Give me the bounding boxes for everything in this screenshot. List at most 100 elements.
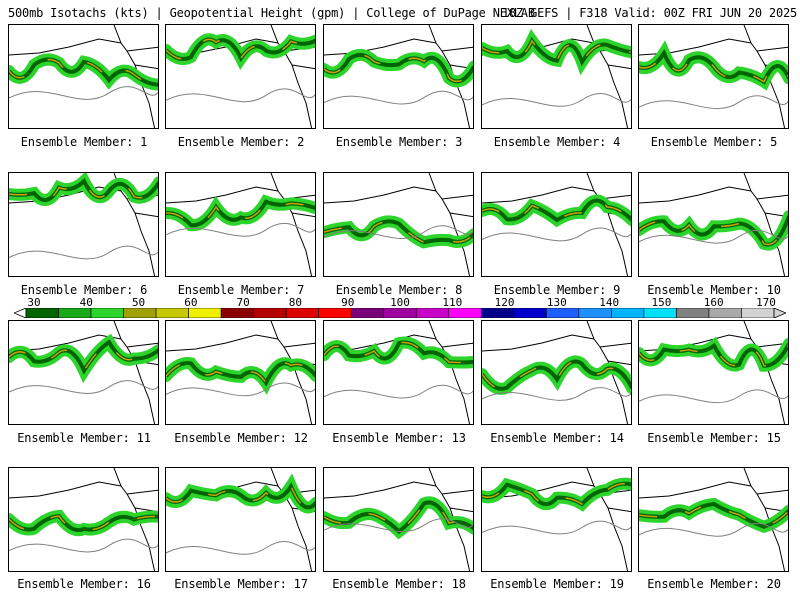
colorbar-label: 150 bbox=[651, 296, 672, 309]
coastline-borders bbox=[324, 468, 473, 571]
colorbar-swatch bbox=[188, 308, 222, 318]
ensemble-member-map bbox=[323, 467, 474, 572]
height-contour bbox=[639, 389, 788, 404]
ensemble-member-caption: Ensemble Member: 4 bbox=[493, 135, 621, 149]
ensemble-member-caption: Ensemble Member: 10 bbox=[647, 283, 781, 297]
ensemble-member-map bbox=[8, 467, 159, 572]
isotach-colorbar: 30 40 50 60 70 80 90 100 110 120 130 140 150 160 170 bbox=[14, 296, 786, 322]
coastline-borders bbox=[639, 173, 788, 276]
colorbar-swatch bbox=[318, 308, 352, 318]
colorbar-swatch bbox=[448, 308, 482, 318]
coastline-borders bbox=[324, 25, 473, 128]
colorbar-labels: 30 40 50 60 70 80 90 100 110 120 130 140 150 160 170 bbox=[14, 296, 786, 310]
coastline-borders bbox=[166, 173, 315, 276]
height-contour bbox=[324, 225, 473, 240]
isotach-core bbox=[639, 502, 788, 529]
height-contour bbox=[639, 229, 788, 244]
colorbar-swatch bbox=[25, 308, 59, 318]
coastline-borders bbox=[324, 173, 473, 276]
height-contour bbox=[9, 380, 158, 394]
colorbar-swatch bbox=[58, 308, 92, 318]
height-contour bbox=[9, 86, 158, 100]
colorbar-label: 90 bbox=[341, 296, 355, 309]
colorbar-swatch bbox=[123, 308, 157, 318]
colorbar-label: 60 bbox=[184, 296, 198, 309]
coastline-borders bbox=[324, 321, 473, 424]
colorbar-swatch bbox=[741, 308, 775, 318]
height-contour bbox=[639, 523, 788, 537]
ensemble-member-caption: Ensemble Member: 3 bbox=[335, 135, 463, 149]
ensemble-member-caption: Ensemble Member: 19 bbox=[490, 577, 624, 591]
coastline-borders bbox=[482, 321, 631, 424]
colorbar-swatch bbox=[155, 308, 189, 318]
colorbar-label: 70 bbox=[236, 296, 250, 309]
coastline-borders bbox=[639, 321, 788, 424]
ensemble-member-caption: Ensemble Member: 18 bbox=[332, 577, 466, 591]
ensemble-member-map bbox=[638, 320, 789, 425]
ensemble-member-caption: Ensemble Member: 11 bbox=[17, 431, 151, 445]
ensemble-member-caption: Ensemble Member: 1 bbox=[20, 135, 148, 149]
run-valid-time: 18Z GEFS | F318 Valid: 00Z FRI JUN 20 20… bbox=[502, 6, 798, 20]
isotach-maximum bbox=[166, 200, 315, 226]
colorbar-label: 30 bbox=[27, 296, 41, 309]
isotach-core bbox=[482, 36, 631, 67]
product-title: 500mb Isotachs (kts) | Geopotential Heig… bbox=[8, 6, 535, 20]
ensemble-member-caption: Ensemble Member: 16 bbox=[17, 577, 151, 591]
height-contour bbox=[324, 384, 473, 399]
height-contour bbox=[166, 223, 315, 237]
height-contour bbox=[482, 227, 631, 242]
isotach-core bbox=[9, 513, 158, 533]
colorbar-swatch bbox=[676, 308, 710, 318]
ensemble-member-caption: Ensemble Member: 9 bbox=[493, 283, 621, 297]
height-contour bbox=[639, 95, 788, 110]
colorbar-swatch bbox=[220, 308, 254, 318]
ensemble-member-caption: Ensemble Member: 7 bbox=[177, 283, 305, 297]
isotach-maximum bbox=[482, 199, 631, 221]
height-contour bbox=[166, 88, 315, 103]
ensemble-member-map bbox=[165, 320, 316, 425]
isotach-maximum bbox=[166, 362, 315, 385]
isotach-core bbox=[324, 219, 473, 245]
coastline-borders bbox=[9, 25, 158, 128]
colorbar-swatch bbox=[578, 308, 612, 318]
coastline-borders bbox=[639, 25, 788, 128]
colorbar-label: 120 bbox=[494, 296, 515, 309]
colorbar-swatch bbox=[643, 308, 677, 318]
ensemble-member-map bbox=[8, 24, 159, 129]
ensemble-member-map bbox=[638, 24, 789, 129]
height-contour bbox=[482, 520, 631, 535]
isotach-maximum bbox=[324, 54, 473, 83]
isotach-maximum bbox=[639, 216, 788, 246]
colorbar-swatch bbox=[708, 308, 742, 318]
isotach-band bbox=[482, 355, 631, 395]
isotach-maximum bbox=[324, 501, 473, 533]
height-contour bbox=[324, 518, 473, 533]
colorbar-swatches bbox=[14, 308, 786, 318]
colorbar-label: 100 bbox=[390, 296, 410, 309]
ensemble-member-map bbox=[323, 172, 474, 277]
ensemble-member-map bbox=[165, 467, 316, 572]
ensemble-member-caption: Ensemble Member: 5 bbox=[650, 135, 778, 149]
colorbar-label: 40 bbox=[79, 296, 93, 309]
ensemble-member-map bbox=[638, 467, 789, 572]
ensemble-member-map bbox=[8, 172, 159, 277]
ensemble-member-map bbox=[481, 467, 632, 572]
colorbar-label: 50 bbox=[131, 296, 146, 309]
colorbar-label: 130 bbox=[546, 296, 567, 309]
isotach-core bbox=[482, 481, 631, 507]
colorbar-swatch bbox=[611, 308, 645, 318]
isotach-maximum bbox=[324, 341, 473, 364]
colorbar-label: 160 bbox=[703, 296, 724, 309]
height-contour bbox=[9, 245, 158, 260]
colorbar-under-arrow bbox=[14, 308, 27, 318]
ensemble-member-caption: Ensemble Member: 14 bbox=[490, 431, 624, 445]
ensemble-member-caption: Ensemble Member: 2 bbox=[177, 135, 305, 149]
colorbar-label: 80 bbox=[288, 296, 303, 309]
colorbar-label: 110 bbox=[442, 296, 463, 309]
colorbar-label: 140 bbox=[599, 296, 620, 309]
ensemble-member-map bbox=[8, 320, 159, 425]
height-contour bbox=[9, 538, 158, 553]
colorbar-swatch bbox=[383, 308, 417, 318]
isotach-core bbox=[9, 339, 158, 375]
coastline-borders bbox=[9, 468, 158, 571]
